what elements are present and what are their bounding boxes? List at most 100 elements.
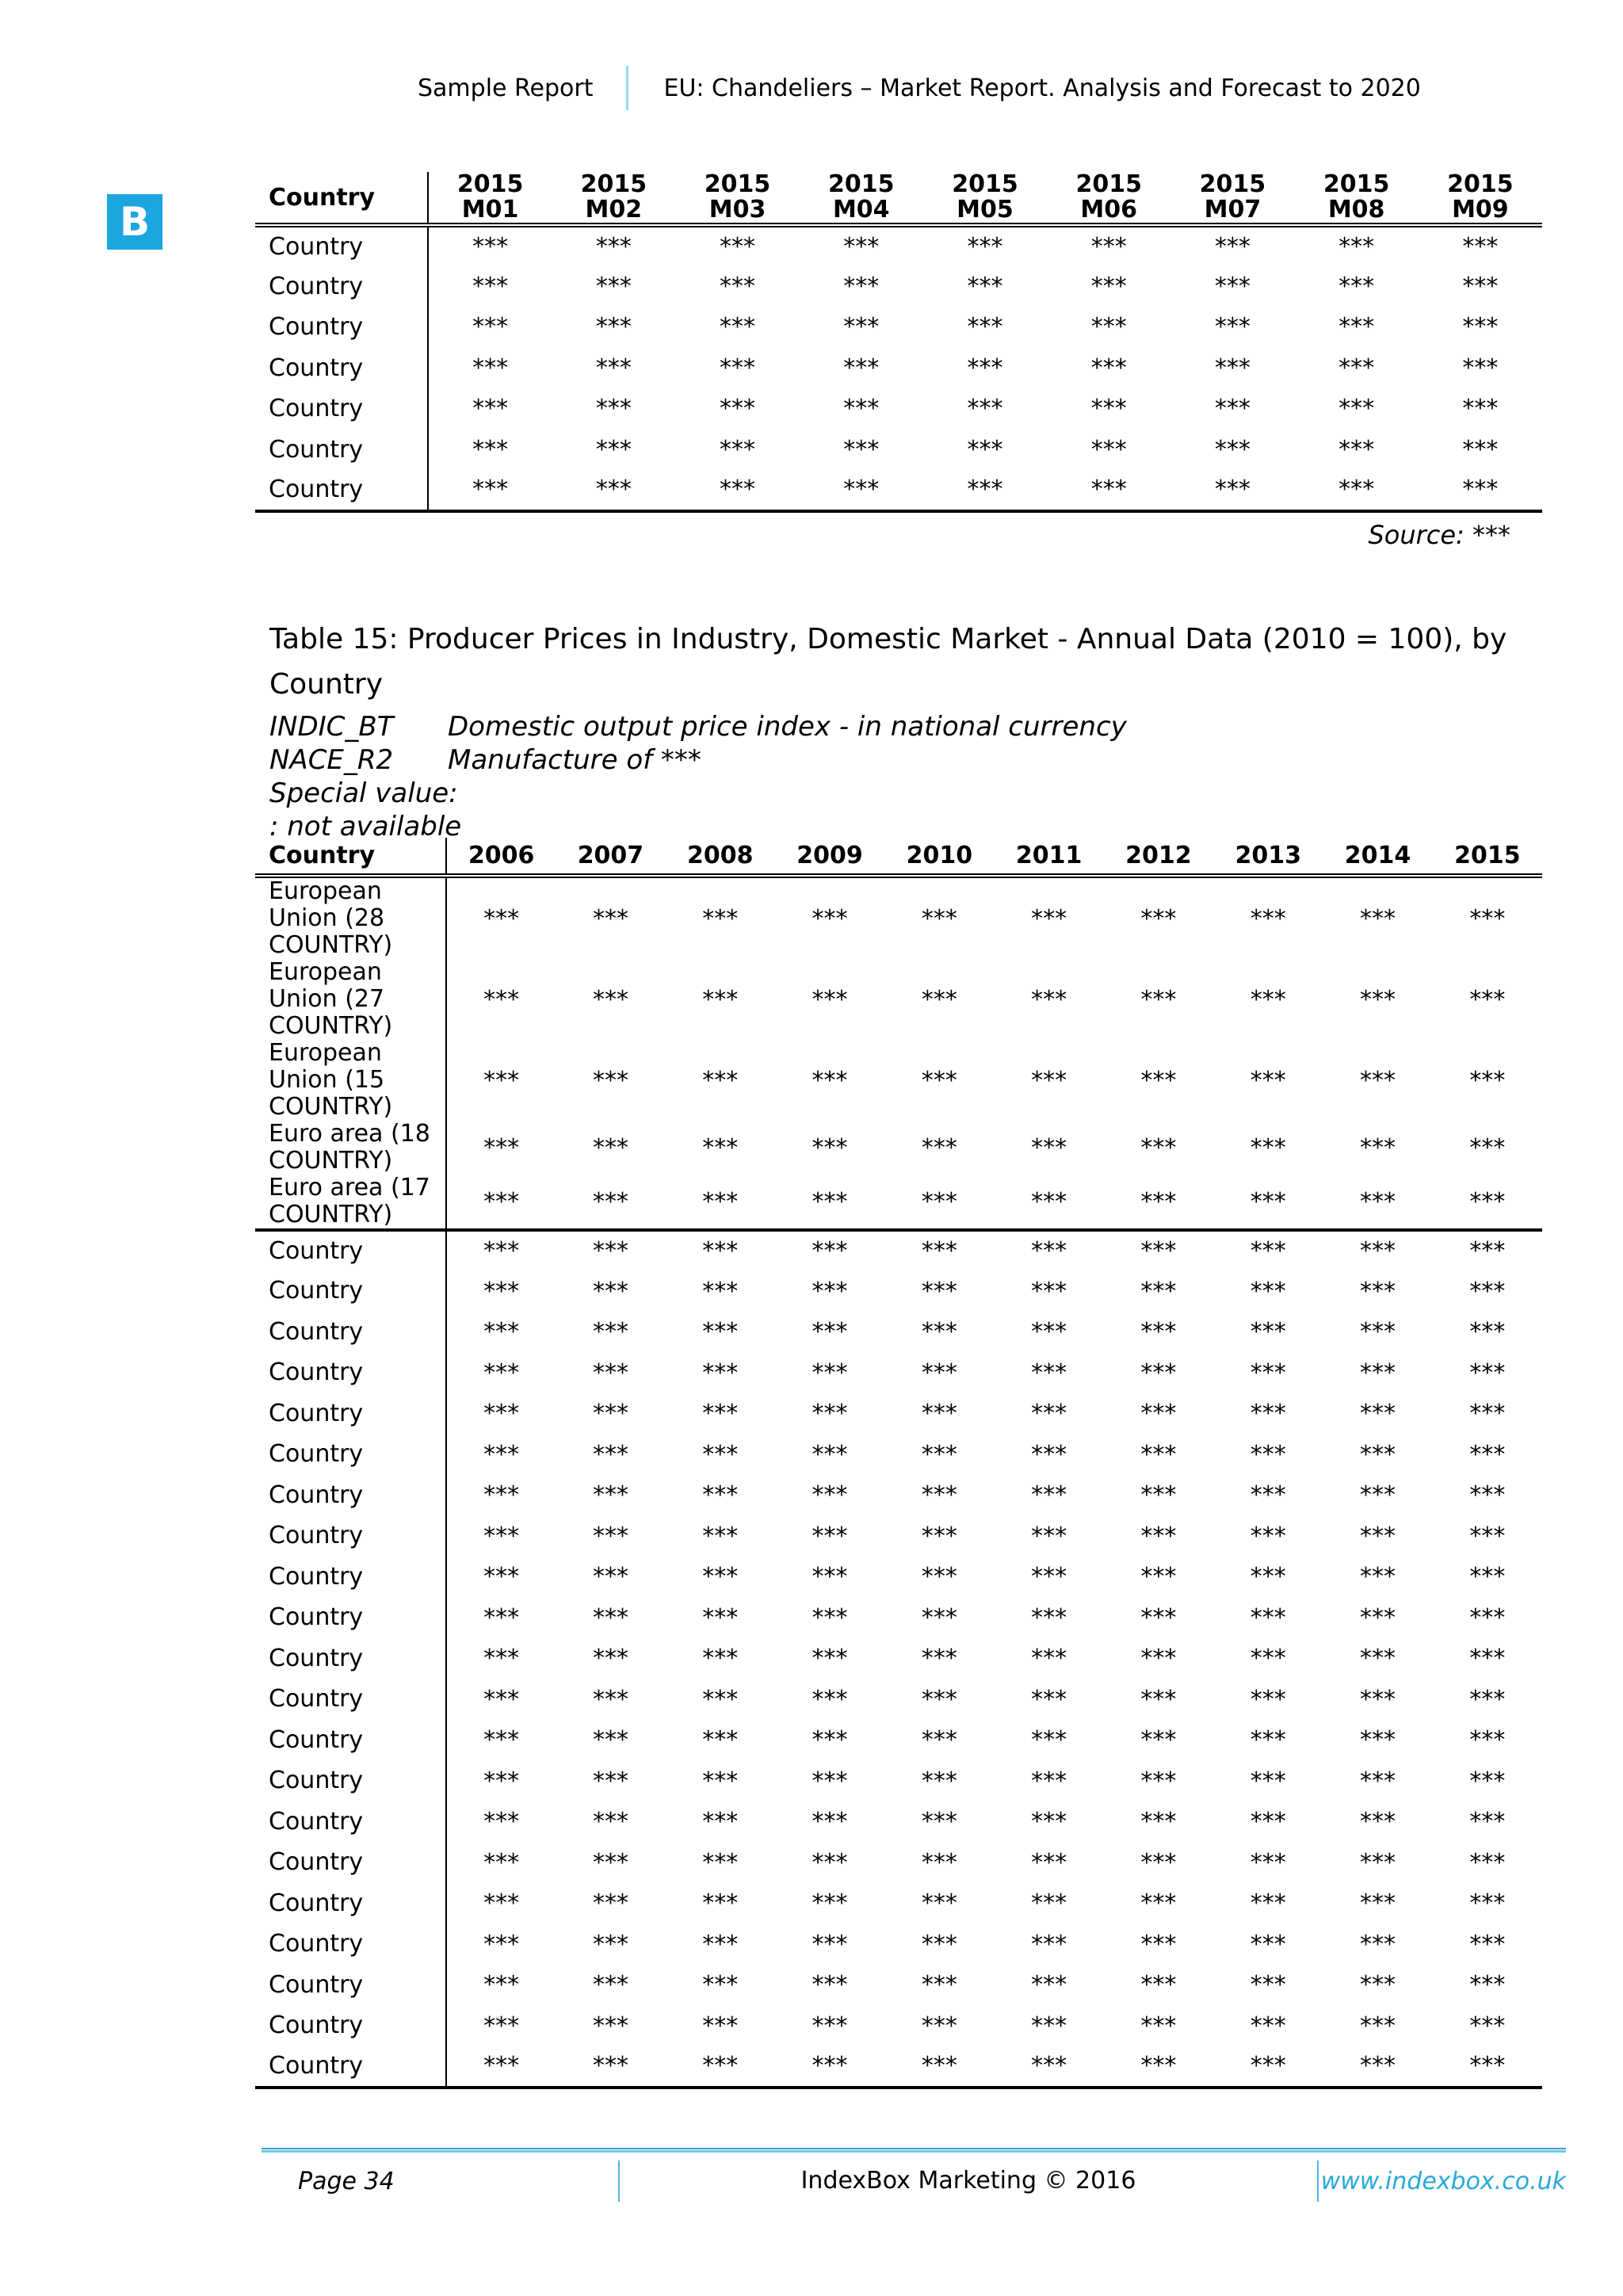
- cell-value: ***: [1360, 1237, 1396, 1266]
- cell-value: ***: [592, 1685, 628, 1713]
- cell-value: ***: [812, 1277, 848, 1305]
- annual-prices-table-wrap: Country 2006 2007 2008 2009 2010 2011 20…: [255, 838, 1542, 2089]
- table15-meta: INDIC_BT Domestic output price index - i…: [269, 710, 1127, 843]
- cell-value: ***: [702, 1645, 739, 1673]
- nace-description: Manufacture of ***: [448, 744, 701, 776]
- cell-value: ***: [1360, 1440, 1396, 1469]
- cell-value: ***: [921, 985, 957, 1014]
- month-column-header: 2015 M07: [1170, 172, 1295, 227]
- cell-value: ***: [812, 1237, 848, 1266]
- cell-value: ***: [1360, 1133, 1396, 1162]
- cell-value: ***: [702, 1971, 739, 2000]
- cell-value: ***: [483, 1522, 520, 1550]
- cell-value: ***: [1469, 2011, 1506, 2040]
- cell-value: ***: [812, 1522, 848, 1550]
- row-label: Country: [255, 1515, 447, 1557]
- row-label: European Union (15 COUNTRY): [255, 1040, 447, 1121]
- year-label: 2015: [456, 172, 524, 198]
- cell-value: ***: [967, 272, 1003, 300]
- eu-table-row: Euro area (18 COUNTRY) *** *** *** *** *…: [255, 1121, 1542, 1175]
- month-label: M01: [461, 196, 519, 223]
- cell-value: ***: [1031, 1481, 1067, 1510]
- cell-value: ***: [1250, 2011, 1286, 2040]
- cell-value: ***: [592, 1400, 628, 1428]
- table-row: Country *** *** *** *** *** ***: [255, 2046, 1542, 2089]
- cell-value: ***: [665, 2046, 775, 2089]
- cell-value: ***: [1469, 1481, 1506, 1510]
- cell-value: ***: [1250, 1685, 1286, 1713]
- cell-value: ***: [1462, 272, 1499, 300]
- table-row: Country *** *** *** *** *** ***: [255, 1393, 1542, 1435]
- cell-value: ***: [921, 1318, 957, 1347]
- table-row: Country *** *** *** *** *** ***: [255, 1720, 1542, 1761]
- cell-value: ***: [799, 470, 923, 513]
- monthly-prices-table: Country 2015 M01 2015 M02 2015 M03: [255, 172, 1542, 513]
- cell-value: ***: [1140, 985, 1177, 1014]
- table-row: Country *** *** *** *** *** ***: [255, 470, 1542, 513]
- monthly-prices-table-wrap: Country 2015 M01 2015 M02 2015 M03: [255, 172, 1542, 513]
- cell-value: ***: [1469, 1726, 1506, 1755]
- source-value: ***: [1472, 520, 1510, 550]
- table-row: Country *** *** *** *** *** ***: [255, 1883, 1542, 1924]
- page-header: Sample Report EU: Chandeliers – Market R…: [418, 65, 1421, 111]
- page-footer: Page 34 IndexBox Marketing © 2016 www.in…: [262, 2148, 1566, 2202]
- eu-table-row: European Union (28 COUNTRY) *** *** *** …: [255, 876, 1542, 959]
- cell-value: ***: [967, 395, 1003, 423]
- row-label: Country: [255, 307, 429, 348]
- cell-value: ***: [1031, 1767, 1067, 1795]
- row-label: Country: [255, 1883, 447, 1924]
- cell-value: ***: [1462, 395, 1499, 423]
- cell-value: ***: [921, 1645, 957, 1673]
- month-column-header: 2015 M04: [799, 172, 923, 227]
- cell-value: ***: [967, 313, 1003, 342]
- cell-value: ***: [921, 1889, 957, 1918]
- cell-value: ***: [720, 435, 756, 464]
- cell-value: ***: [592, 1066, 628, 1095]
- table-row: Country *** *** *** *** *** ***: [255, 1352, 1542, 1393]
- cell-value: ***: [1214, 272, 1251, 300]
- cell-value: ***: [843, 272, 880, 300]
- indic-row: INDIC_BT Domestic output price index - i…: [269, 710, 1127, 743]
- cell-value: ***: [720, 353, 756, 382]
- website-link[interactable]: www.indexbox.co.uk: [1320, 2167, 1566, 2195]
- cell-value: ***: [843, 313, 880, 342]
- cell-value: ***: [1469, 1930, 1506, 1958]
- cell-value: ***: [1469, 985, 1506, 1014]
- year-column-header: 2015: [1432, 838, 1542, 878]
- cell-value: ***: [1360, 904, 1396, 933]
- cell-value: ***: [702, 1848, 739, 1877]
- cell-value: ***: [595, 272, 632, 300]
- cell-value: ***: [1469, 1133, 1506, 1162]
- cell-value: ***: [1360, 1889, 1396, 1918]
- cell-value: ***: [921, 1066, 957, 1095]
- cell-value: ***: [702, 2011, 739, 2040]
- cell-value: ***: [1360, 1522, 1396, 1550]
- cell-value: ***: [592, 1848, 628, 1877]
- cell-value: ***: [921, 1237, 957, 1266]
- cell-value: ***: [1360, 1318, 1396, 1347]
- cell-value: ***: [921, 1971, 957, 2000]
- row-label: Country: [255, 1434, 447, 1475]
- country-column-header: Country: [255, 838, 447, 878]
- cell-value: ***: [1090, 313, 1127, 342]
- document-title: EU: Chandeliers – Market Report. Analysi…: [663, 74, 1421, 102]
- table-row: Country *** *** *** *** *** ***: [255, 1515, 1542, 1557]
- cell-value: ***: [595, 313, 632, 342]
- year-label: 2015: [1199, 172, 1266, 198]
- cell-value: ***: [994, 2046, 1104, 2089]
- cell-value: ***: [720, 313, 756, 342]
- cell-value: ***: [1031, 985, 1067, 1014]
- table-row: Country *** *** *** *** *** ***: [255, 266, 1542, 307]
- cell-value: ***: [1031, 1440, 1067, 1469]
- cell-value: ***: [1250, 1889, 1286, 1918]
- cell-value: ***: [720, 272, 756, 300]
- cell-value: ***: [1214, 353, 1251, 382]
- cell-value: ***: [1031, 1603, 1067, 1632]
- cell-value: ***: [592, 1563, 628, 1591]
- cell-value: ***: [592, 904, 628, 933]
- year-column-header: 2007: [556, 838, 666, 878]
- table-row: Country *** *** *** *** *** ***: [255, 1965, 1542, 2006]
- cell-value: ***: [1140, 1440, 1177, 1469]
- cell-value: ***: [675, 470, 800, 513]
- cell-value: ***: [1469, 1237, 1506, 1266]
